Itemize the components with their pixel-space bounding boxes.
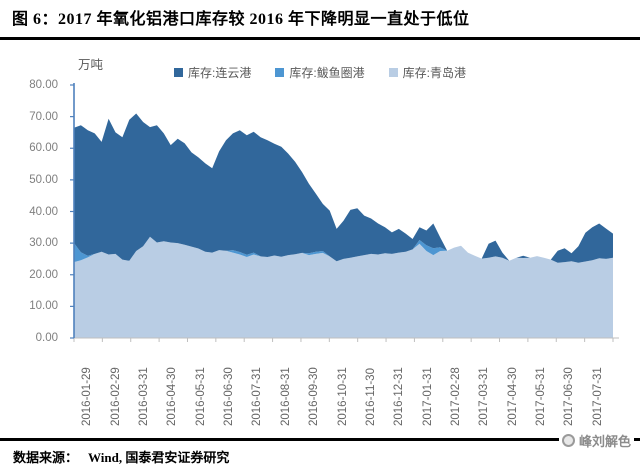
- figure-title: 图 6：2017 年氧化铝港口库存较 2016 年下降明显一直处于低位: [12, 11, 470, 28]
- y-tick-label: 30.00: [29, 237, 58, 250]
- legend-swatch-icon: [275, 68, 285, 77]
- y-tick-label: 10.00: [29, 300, 58, 313]
- x-tick-label: 2017-01-31: [421, 367, 434, 426]
- x-tick-label: 2016-06-30: [223, 367, 236, 426]
- x-tick-label: 2017-02-28: [449, 367, 462, 426]
- legend-label: 库存:青岛港: [402, 66, 467, 80]
- chart-legend: 库存:连云港 库存:鲅鱼圈港 库存:青岛港: [0, 64, 640, 81]
- y-tick-label: 50.00: [29, 173, 58, 186]
- y-tick-label: 80.00: [29, 79, 58, 91]
- x-tick-label: 2017-06-30: [563, 367, 576, 426]
- legend-item-1: 库存:鲅鱼圈港: [275, 64, 365, 81]
- x-tick-label: 2016-10-31: [336, 367, 349, 426]
- y-axis-unit-label: 万吨: [78, 58, 104, 72]
- legend-label: 库存:连云港: [187, 66, 252, 80]
- x-tick-label: 2016-04-30: [166, 367, 179, 426]
- figure-header: 图 6：2017 年氧化铝港口库存较 2016 年下降明显一直处于低位: [0, 8, 640, 32]
- legend-item-2: 库存:青岛港: [388, 64, 467, 81]
- x-tick-label: 2016-03-31: [137, 367, 150, 426]
- x-tick-label: 2017-04-30: [506, 367, 519, 426]
- legend-swatch-icon: [173, 68, 183, 77]
- data-source: 数据来源： Wind, 国泰君安证券研究: [13, 447, 229, 466]
- source-label: 数据来源：: [13, 450, 79, 465]
- area-series-2: [74, 236, 613, 338]
- title-divider: [0, 37, 640, 40]
- footer-divider: [0, 438, 640, 441]
- watermark: 峰刘解色: [558, 431, 634, 450]
- y-tick-label: 60.00: [29, 142, 58, 155]
- x-tick-label: 2016-01-29: [81, 367, 94, 426]
- x-tick-label: 2017-07-31: [591, 367, 604, 426]
- source-text: Wind, 国泰君安证券研究: [88, 450, 230, 465]
- x-tick-label: 2017-05-31: [535, 367, 548, 426]
- watermark-logo-icon: [561, 434, 575, 447]
- y-tick-label: 70.00: [29, 110, 58, 123]
- x-tick-label: 2016-05-31: [194, 367, 207, 426]
- legend-swatch-icon: [388, 68, 398, 77]
- x-tick-label: 2016-11-30: [364, 368, 377, 426]
- x-tick-label: 2016-02-29: [109, 367, 122, 426]
- inventory-stacked-area-chart: 万吨 库存:连云港 库存:鲅鱼圈港 库存:青岛港 80.00 70.00 60.00 50…: [0, 46, 640, 432]
- area-series-0: [74, 113, 613, 263]
- plot-area: [70, 83, 619, 342]
- x-tick-label: 2016-08-31: [279, 367, 292, 426]
- y-tick-label: 40.00: [29, 205, 58, 218]
- x-tick-label: 2016-07-31: [251, 367, 264, 426]
- x-tick-label: 2016-09-30: [308, 367, 321, 426]
- y-tick-label: 20.00: [29, 268, 58, 281]
- legend-item-0: 库存:连云港: [173, 64, 252, 81]
- x-tick-label: 2016-12-31: [393, 367, 406, 426]
- x-tick-label: 2017-03-31: [478, 367, 491, 426]
- legend-label: 库存:鲅鱼圈港: [289, 66, 365, 80]
- watermark-text: 峰刘解色: [578, 434, 631, 449]
- y-tick-label: 0.00: [35, 332, 58, 344]
